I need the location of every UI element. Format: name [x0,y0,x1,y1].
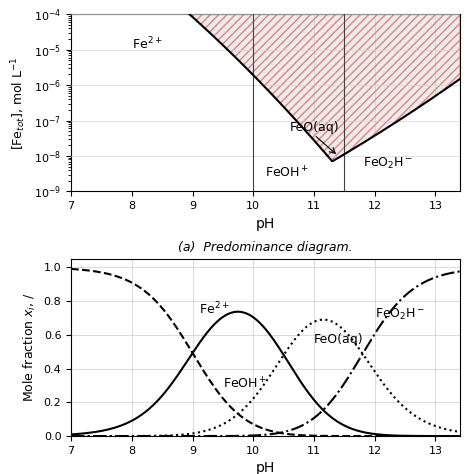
Y-axis label: [Fe$_{tot}$], mol L$^{-1}$: [Fe$_{tot}$], mol L$^{-1}$ [10,56,28,150]
Text: FeO(aq): FeO(aq) [314,333,364,346]
Bar [71,14,460,50]
Text: FeO$_2$H$^-$: FeO$_2$H$^-$ [363,155,413,171]
Text: FeOH$^+$: FeOH$^+$ [265,165,310,180]
Bar [71,156,460,191]
Bar [71,0,460,14]
Text: Fe$^{2+}$: Fe$^{2+}$ [132,36,163,53]
X-axis label: pH: pH [256,217,275,231]
Text: FeO(aq): FeO(aq) [290,121,339,134]
Text: (a)  Predominance diagram.: (a) Predominance diagram. [178,241,353,254]
Text: FeOH$^+$: FeOH$^+$ [223,376,267,392]
X-axis label: pH: pH [256,461,275,474]
Text: Fe$^{2+}$: Fe$^{2+}$ [199,301,229,318]
Y-axis label: Mole fraction $x_i$, /: Mole fraction $x_i$, / [22,292,38,402]
Bar [71,120,460,156]
Bar [71,50,460,85]
Text: FeO$_2$H$^-$: FeO$_2$H$^-$ [375,307,425,322]
Bar [71,85,460,120]
